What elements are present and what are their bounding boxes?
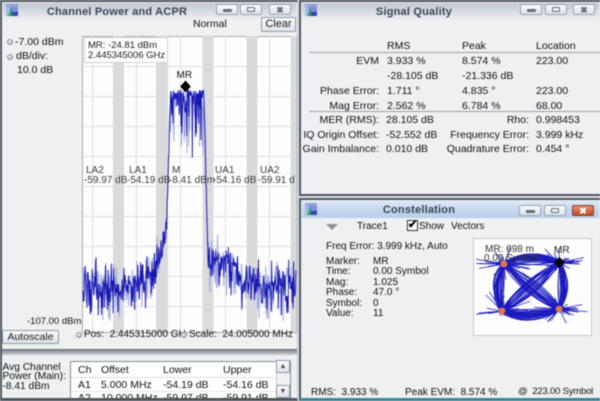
svg-text:0.00 Symbol: 0.00 Symbol [484,253,540,264]
svg-text:MR: MR [554,245,570,256]
svg-text:MR: 698 m: MR: 698 m [485,244,534,255]
